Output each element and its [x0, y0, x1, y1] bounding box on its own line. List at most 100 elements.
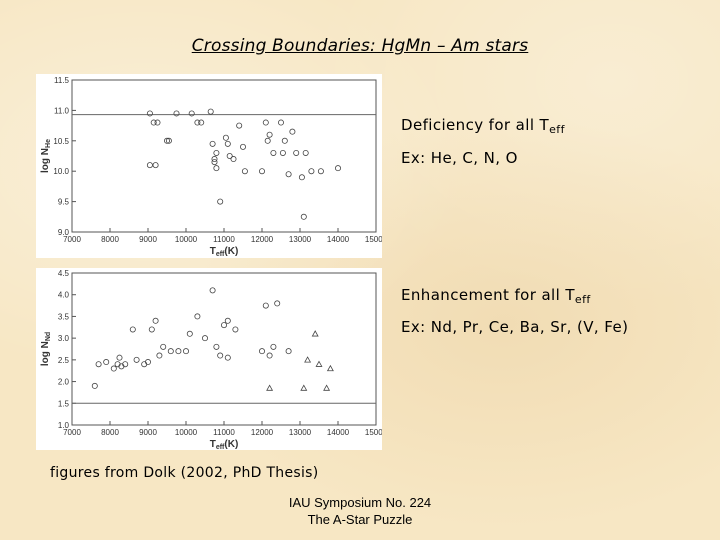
deficiency-note-text: Deficiency for all T [401, 116, 550, 134]
nd-circle-point [152, 317, 159, 324]
he-circle-point [281, 137, 288, 144]
nd-y-tick-label: 2.5 [58, 356, 70, 365]
nd-circle-point [91, 382, 98, 389]
he-x-tick-label: 11000 [213, 235, 235, 244]
he-circle-point [293, 149, 300, 156]
he-x-axis-label: Teff(K) [210, 246, 239, 258]
he-y-axis-label: log NHe [40, 139, 52, 173]
nd-circle-point [258, 348, 265, 355]
deficiency-note: Deficiency for all Teff [401, 116, 565, 136]
he-circle-point [258, 168, 265, 175]
nd-triangle-point [311, 330, 319, 337]
he-y-tick-label: 9.0 [58, 228, 70, 237]
he-circle-point [236, 122, 243, 129]
nd-circle-point [224, 317, 231, 324]
nd-circle-point [217, 352, 224, 359]
nd-circle-point [201, 335, 208, 342]
he-y-tick-label: 11.0 [54, 106, 70, 115]
nd-y-tick-label: 1.0 [58, 421, 70, 430]
nd-circle-point [160, 343, 167, 350]
nd-circle-point [220, 322, 227, 329]
nd-circle-point [274, 300, 281, 307]
nd-circle-point [167, 348, 174, 355]
he-y-tick-label: 10.5 [53, 137, 69, 146]
nd-triangle-point [266, 384, 274, 391]
nd-circle-point [194, 313, 201, 320]
nd-circle-point [156, 352, 163, 359]
he-circle-point [334, 165, 341, 172]
he-circle-point [239, 143, 246, 150]
he-circle-point [163, 137, 170, 144]
nd-circle-point [270, 343, 277, 350]
he-circle-point [209, 140, 216, 147]
he-circle-point [317, 168, 324, 175]
nd-circle-point [224, 354, 231, 361]
he-circle-point [302, 149, 309, 156]
he-x-tick-label: 12000 [251, 235, 274, 244]
nd-circle-point [145, 359, 152, 366]
he-circle-point [150, 119, 157, 126]
he-circle-point [262, 119, 269, 126]
he-circle-point [226, 153, 233, 160]
nd-y-tick-label: 4.5 [58, 269, 70, 278]
he-circle-point [194, 119, 201, 126]
footer: IAU Symposium No. 224 The A-Star Puzzle [0, 494, 720, 528]
nd-x-axis-label: Teff(K) [210, 439, 239, 450]
he-x-tick-label: 15000 [365, 235, 382, 244]
he-circle-point [152, 162, 159, 169]
he-x-tick-label: 8000 [101, 235, 119, 244]
nd-x-tick-label: 14000 [327, 428, 350, 437]
nd-circle-point [103, 359, 110, 366]
enhancement-note: Enhancement for all Teff [401, 286, 591, 306]
he-circle-point [270, 149, 277, 156]
nd-circle-point [129, 326, 136, 333]
nd-circle-point [122, 361, 129, 368]
he-circle-point [188, 110, 195, 117]
he-circle-point [154, 119, 161, 126]
nd-circle-point [182, 348, 189, 355]
he-plot-frame [71, 79, 377, 233]
nd-x-tick-label: 15000 [365, 428, 382, 437]
nd-circle-point [110, 365, 117, 372]
he-circle-point [217, 198, 224, 205]
nd-circle-point [266, 352, 273, 359]
enhancement-examples: Ex: Nd, Pr, Ce, Ba, Sr, (V, Fe) [401, 318, 629, 336]
nd-triangle-point [304, 356, 312, 363]
he-circle-point [241, 168, 248, 175]
neodymium-scatter-plot: 7000 8000 9000 10000 11000 12000 13000 14000 150… [40, 269, 382, 450]
enhancement-note-sub: eff [574, 293, 591, 306]
he-circle-point [165, 137, 172, 144]
nd-x-tick-label: 11000 [213, 428, 235, 437]
he-circle-point [211, 159, 218, 166]
nd-circle-point [148, 326, 155, 333]
nd-circle-point [95, 361, 102, 368]
he-circle-point [264, 137, 271, 144]
he-x-tick-label: 9000 [139, 235, 157, 244]
deficiency-note-sub: eff [549, 123, 565, 136]
he-x-tick-label: 14000 [327, 235, 350, 244]
figure-source-note: figures from Dolk (2002, PhD Thesis) [50, 465, 319, 481]
he-circle-point [173, 110, 180, 117]
he-circle-point [198, 119, 205, 126]
he-circle-point [308, 168, 315, 175]
nd-y-tick-label: 3.5 [58, 312, 70, 321]
he-circle-point [211, 156, 218, 163]
he-circle-point [207, 108, 214, 115]
enhancement-note-text: Enhancement for all T [401, 286, 575, 304]
he-circle-point [213, 149, 220, 156]
helium-scatter-plot: 7000 8000 9000 10000 11000 12000 13000 14000 150… [40, 76, 382, 258]
he-circle-point [146, 110, 153, 117]
nd-circle-point [262, 302, 269, 309]
he-y-tick-label: 9.5 [58, 198, 70, 207]
he-circle-point [298, 174, 305, 181]
nd-triangle-point [300, 384, 308, 391]
neodymium-abundance-chart: 7000 8000 9000 10000 11000 12000 13000 14000 150… [36, 268, 382, 450]
helium-abundance-chart: 7000 8000 9000 10000 11000 12000 13000 14000 150… [36, 74, 382, 258]
nd-plot-frame [71, 272, 377, 426]
he-circle-point [222, 134, 229, 141]
nd-triangle-point [323, 384, 331, 391]
nd-circle-point [133, 356, 140, 363]
he-circle-point [300, 213, 307, 220]
nd-circle-point [209, 287, 216, 294]
he-circle-point [279, 149, 286, 156]
